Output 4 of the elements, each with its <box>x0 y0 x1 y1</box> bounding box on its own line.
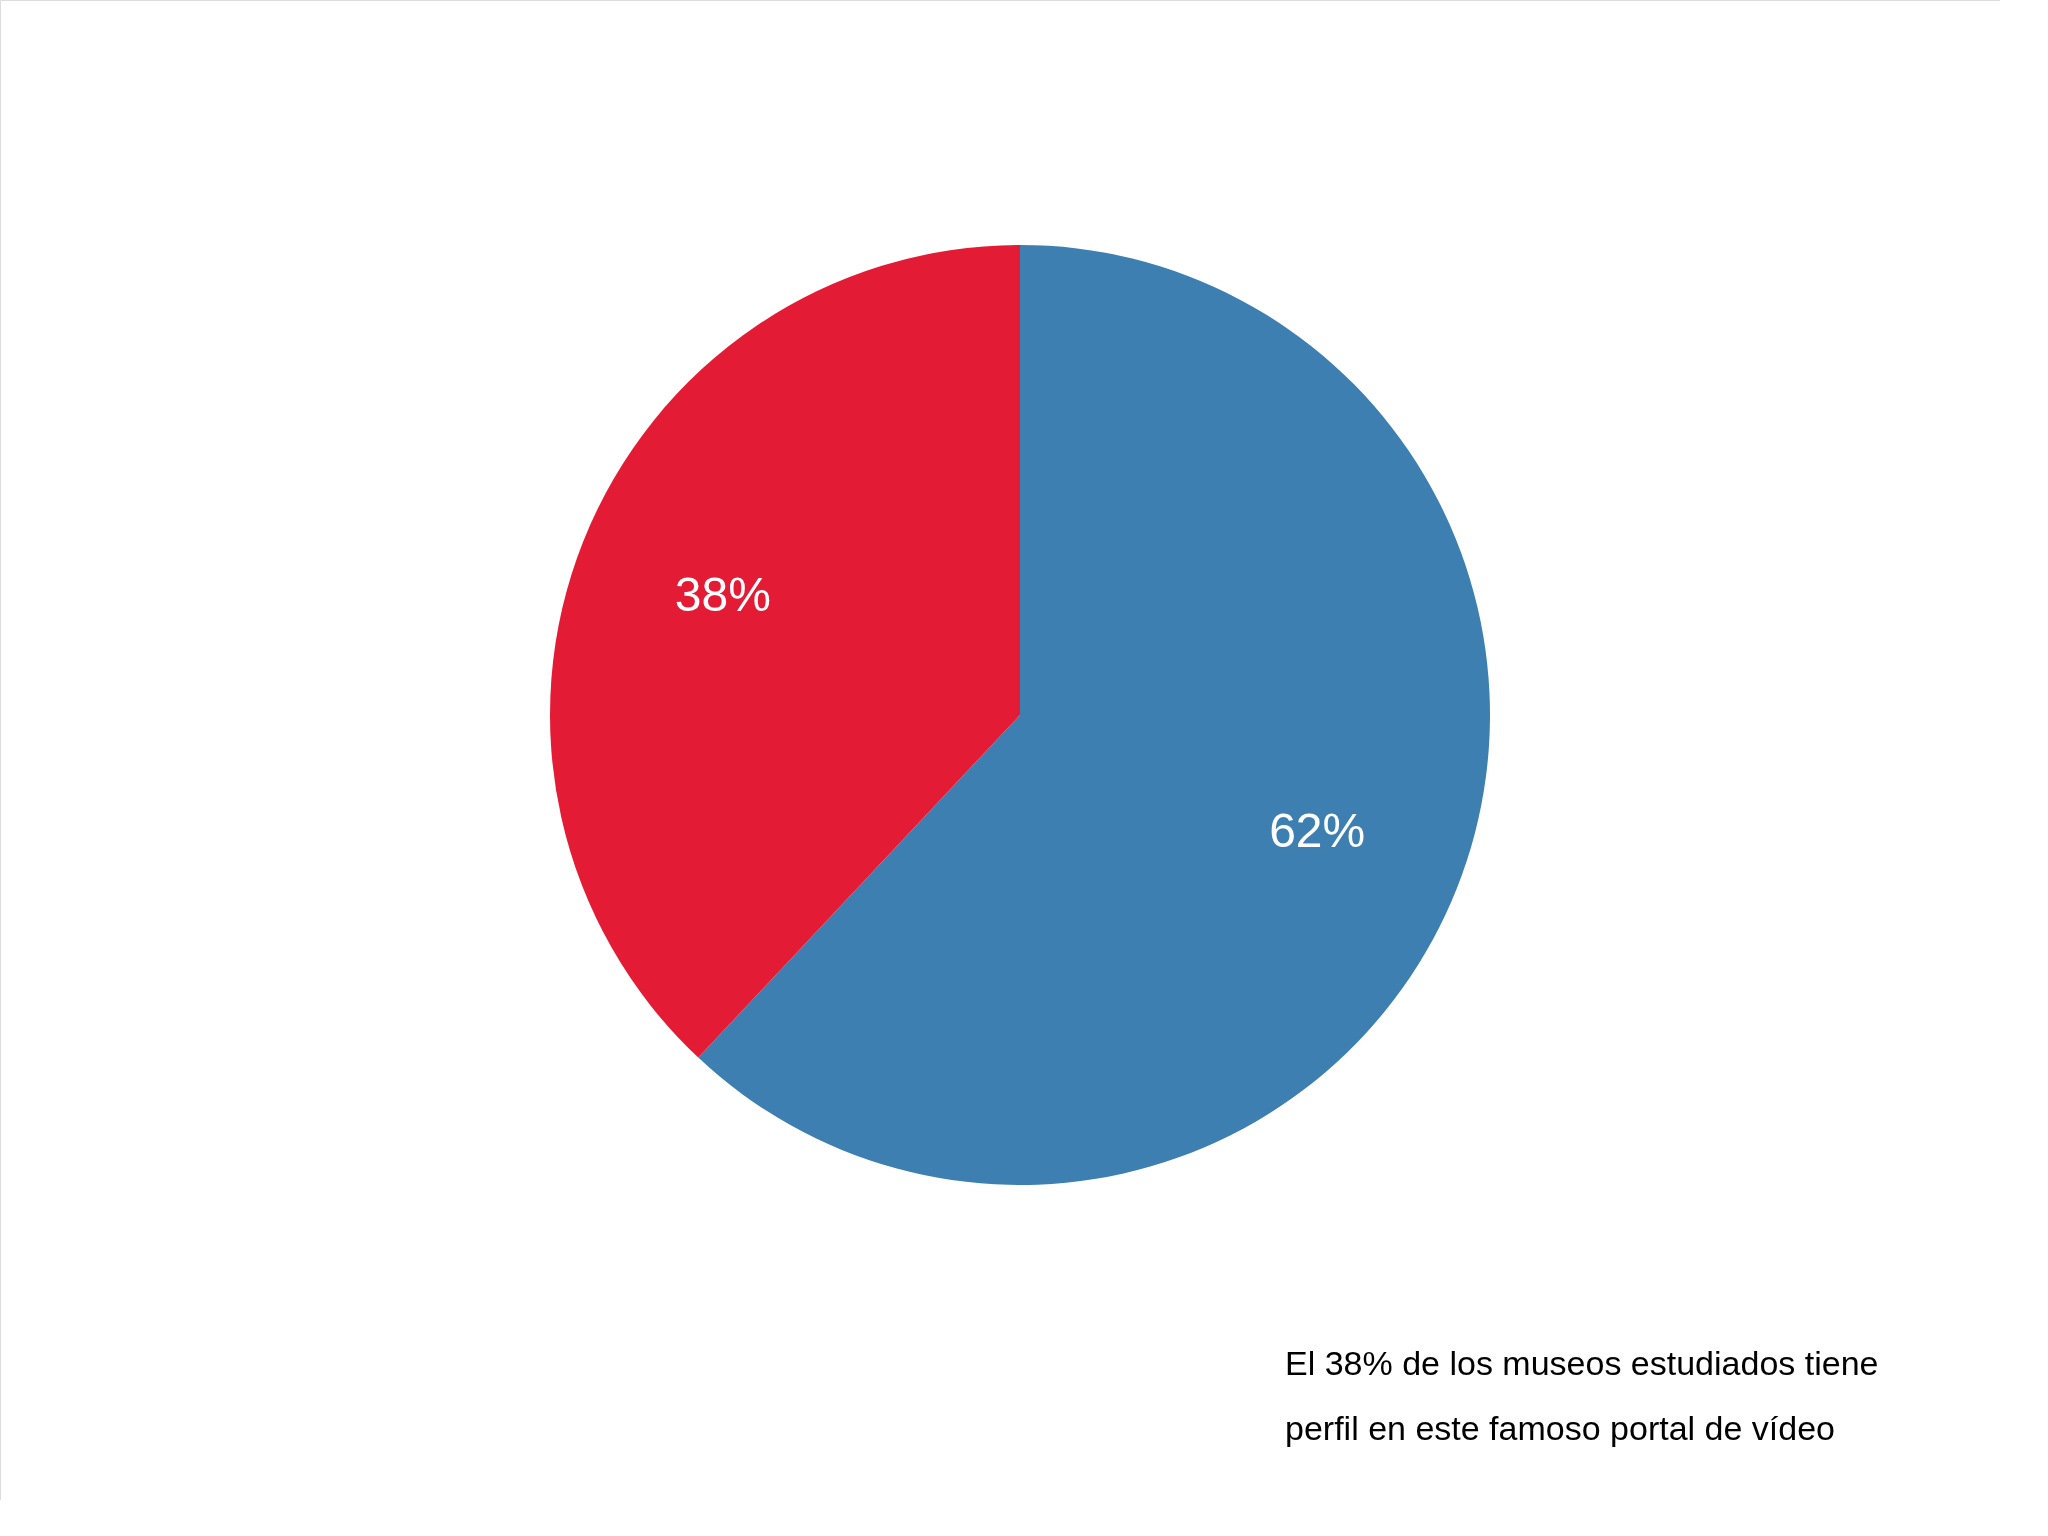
text: El 38% de los museos estudiados tiene perfil en este famoso portal de vídeo <box>1285 1344 1879 1447</box>
data-label: 38% <box>674 568 771 622</box>
data-label: 62% <box>1269 803 1366 857</box>
pie-slice <box>550 245 1020 1058</box>
